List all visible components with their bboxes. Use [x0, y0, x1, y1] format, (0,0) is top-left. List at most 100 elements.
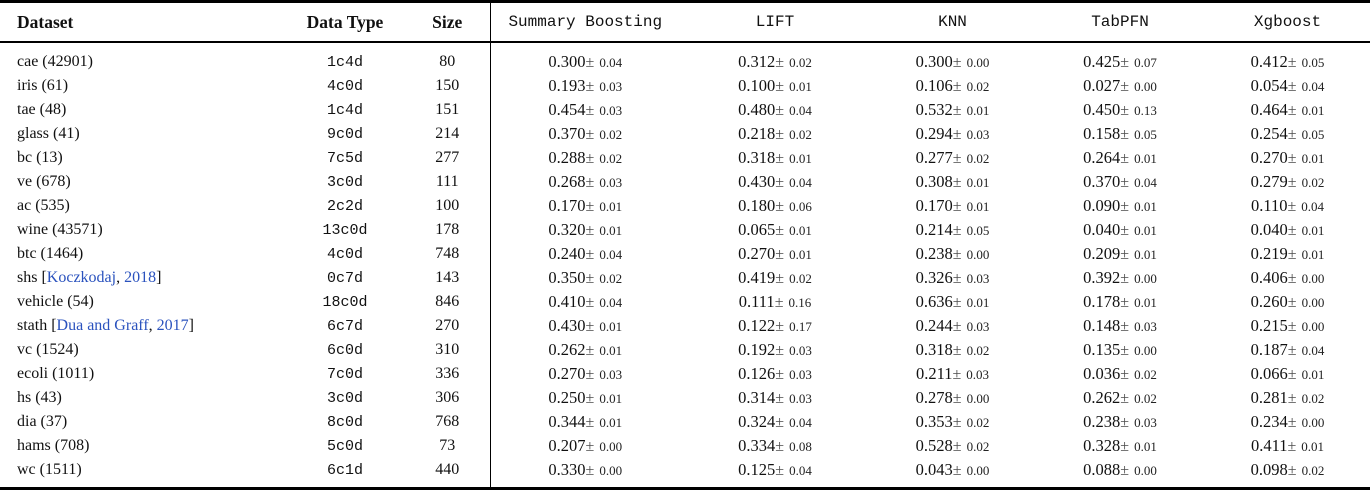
value-mean: 0.043 — [915, 460, 953, 479]
dataset-name-text: hs (43) — [17, 389, 62, 406]
value-stderr: 0.01 — [1301, 367, 1325, 382]
value-cell: 0.043± 0.00 — [870, 458, 1035, 489]
value-stderr: 0.01 — [966, 295, 990, 310]
value-mean: 0.238 — [1083, 412, 1121, 431]
value-mean: 0.054 — [1250, 76, 1288, 95]
size-cell: 178 — [405, 218, 491, 242]
dataset-name-text: , — [148, 317, 157, 334]
value-stderr: 0.07 — [1134, 55, 1157, 70]
value-stderr: 0.04 — [1301, 343, 1325, 358]
value-cell: 0.215± 0.00 — [1205, 314, 1370, 338]
header-row: Dataset Data Type Size Summary Boosting … — [0, 1, 1370, 43]
plus-minus-symbol: ± — [585, 366, 595, 383]
citation-link[interactable]: Dua and Graff — [56, 317, 149, 334]
citation-link[interactable]: 2018 — [124, 269, 157, 286]
dataset-name-text: , — [116, 269, 125, 286]
plus-minus-symbol: ± — [1287, 54, 1297, 71]
data-type-cell: 13c0d — [322, 221, 368, 239]
value-cell: 0.054± 0.04 — [1205, 74, 1370, 98]
size-cell: 270 — [405, 314, 491, 338]
plus-minus-symbol: ± — [1287, 78, 1297, 95]
value-cell: 0.170± 0.01 — [490, 194, 680, 218]
value-mean: 0.088 — [1083, 460, 1121, 479]
value-cell: 0.532± 0.01 — [870, 98, 1035, 122]
value-cell: 0.238± 0.00 — [870, 242, 1035, 266]
table-row: hams (708) 5c0d 73 0.207± 0.00 0.334± 0.08 0.52… — [0, 434, 1370, 458]
plus-minus-symbol: ± — [1120, 78, 1130, 95]
plus-minus-symbol: ± — [775, 246, 785, 263]
value-stderr: 0.02 — [599, 127, 623, 142]
dataset-cell: stath [Dua and Graff, 2017] — [0, 314, 285, 338]
value-cell: 0.314± 0.03 — [680, 386, 870, 410]
value-mean: 0.158 — [1083, 124, 1121, 143]
value-stderr: 0.04 — [789, 103, 812, 118]
value-mean: 0.270 — [548, 364, 586, 383]
header-cell-dataset: Dataset — [0, 1, 285, 43]
dataset-cell: hams (708) — [0, 434, 285, 458]
citation-link[interactable]: 2017 — [156, 317, 189, 334]
value-mean: 0.100 — [738, 76, 776, 95]
value-stderr: 0.04 — [599, 247, 623, 262]
plus-minus-symbol: ± — [585, 246, 595, 263]
table-row: wine (43571) 13c0d 178 0.320± 0.01 0.065± 0.01… — [0, 218, 1370, 242]
plus-minus-symbol: ± — [1120, 54, 1130, 71]
dataset-cell: shs [Koczkodaj, 2018] — [0, 266, 285, 290]
value-stderr: 0.00 — [1134, 79, 1157, 94]
plus-minus-symbol: ± — [1120, 390, 1130, 407]
value-mean: 0.528 — [915, 436, 953, 455]
value-mean: 0.636 — [915, 292, 953, 311]
dataset-name-text: ve (678) — [17, 173, 71, 190]
value-cell: 0.270± 0.03 — [490, 362, 680, 386]
value-cell: 0.125± 0.04 — [680, 458, 870, 489]
value-mean: 0.350 — [548, 268, 586, 287]
value-stderr: 0.00 — [966, 55, 990, 70]
value-mean: 0.277 — [915, 148, 953, 167]
plus-minus-symbol: ± — [775, 318, 785, 335]
value-stderr: 0.03 — [1134, 415, 1157, 430]
value-mean: 0.330 — [548, 460, 586, 479]
value-cell: 0.209± 0.01 — [1035, 242, 1205, 266]
value-stderr: 0.08 — [789, 439, 812, 454]
plus-minus-symbol: ± — [1120, 246, 1130, 263]
plus-minus-symbol: ± — [585, 102, 595, 119]
size-cell: 80 — [405, 42, 491, 74]
size-cell: 768 — [405, 410, 491, 434]
value-mean: 0.464 — [1250, 100, 1288, 119]
plus-minus-symbol: ± — [1287, 126, 1297, 143]
value-stderr: 0.13 — [1134, 103, 1157, 118]
value-mean: 0.215 — [1250, 316, 1288, 335]
plus-minus-symbol: ± — [585, 222, 595, 239]
value-stderr: 0.03 — [599, 367, 623, 382]
value-mean: 0.180 — [738, 196, 776, 215]
value-stderr: 0.16 — [788, 295, 812, 310]
value-cell: 0.234± 0.00 — [1205, 410, 1370, 434]
plus-minus-symbol: ± — [952, 390, 962, 407]
plus-minus-symbol: ± — [1287, 366, 1297, 383]
table-row: iris (61) 4c0d 150 0.193± 0.03 0.100± 0.01 0.10… — [0, 74, 1370, 98]
value-cell: 0.370± 0.02 — [490, 122, 680, 146]
value-stderr: 0.01 — [1301, 103, 1325, 118]
header-cell-xgboost: Xgboost — [1205, 1, 1370, 43]
citation-link[interactable]: Koczkodaj — [46, 269, 117, 286]
plus-minus-symbol: ± — [585, 54, 595, 71]
value-cell: 0.090± 0.01 — [1035, 194, 1205, 218]
value-stderr: 0.05 — [1301, 127, 1325, 142]
value-stderr: 0.03 — [1134, 319, 1157, 334]
size-cell: 336 — [405, 362, 491, 386]
value-stderr: 0.01 — [1301, 151, 1325, 166]
value-cell: 0.066± 0.01 — [1205, 362, 1370, 386]
value-mean: 0.170 — [548, 196, 586, 215]
value-stderr: 0.01 — [1134, 295, 1157, 310]
plus-minus-symbol: ± — [952, 270, 962, 287]
value-mean: 0.218 — [738, 124, 776, 143]
dataset-name-text: btc (1464) — [17, 245, 84, 262]
plus-minus-symbol: ± — [775, 438, 785, 455]
value-cell: 0.268± 0.03 — [490, 170, 680, 194]
header-cell-summary-boosting: Summary Boosting — [490, 1, 680, 43]
plus-minus-symbol: ± — [775, 366, 785, 383]
value-cell: 0.528± 0.02 — [870, 434, 1035, 458]
table-row: shs [Koczkodaj, 2018] 0c7d 143 0.350± 0.02 0.… — [0, 266, 1370, 290]
value-stderr: 0.01 — [789, 151, 812, 166]
value-cell: 0.344± 0.01 — [490, 410, 680, 434]
value-stderr: 0.03 — [789, 367, 812, 382]
